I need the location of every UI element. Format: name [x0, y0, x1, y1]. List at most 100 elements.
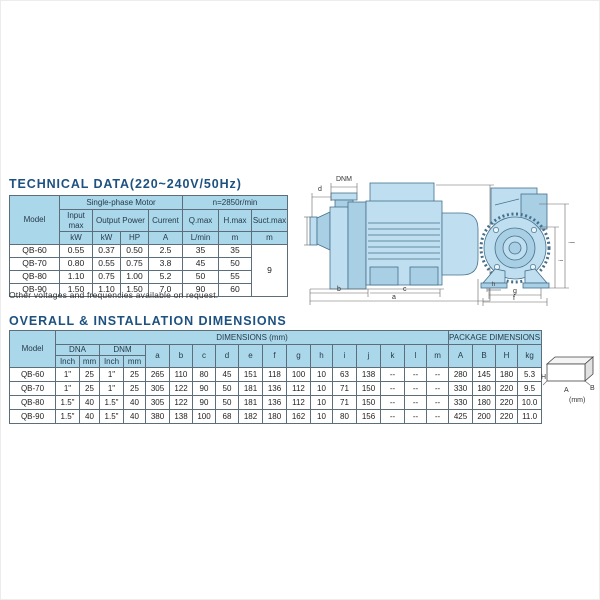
value-cell: 145 [472, 367, 497, 382]
value-cell: 9.5 [517, 381, 543, 396]
value-cell: 50 [215, 395, 239, 410]
col-header-output-power: Output Power [92, 209, 149, 232]
value-cell: 1.5" [99, 409, 124, 424]
value-cell: 136 [262, 381, 287, 396]
value-cell: 63 [332, 367, 357, 382]
hub-center [508, 241, 522, 255]
value-cell: -- [380, 367, 405, 382]
table-row: QB-90 1.5" 40 1.5" 40 380 138 100 68 182… [9, 409, 543, 424]
unit-a: A [148, 231, 183, 245]
table-row: QB-80 1.5" 40 1.5" 40 305 122 90 50 181 … [9, 395, 543, 410]
col-header-dnm: DNM [99, 344, 146, 356]
dim-dna [304, 216, 310, 246]
value-cell: 5.3 [517, 367, 543, 382]
value-cell: -- [425, 409, 450, 424]
pkg-h-label: H [541, 374, 546, 381]
value-cell: -- [404, 367, 427, 382]
value-cell: -- [425, 395, 450, 410]
bolt-holes [493, 227, 537, 270]
value-cell: 1.10 [59, 270, 93, 284]
group-header-speed: n=2850r/min [182, 195, 288, 210]
group-header-motor: Single-phase Motor [59, 195, 183, 210]
value-cell: 330 [448, 395, 474, 410]
value-cell: 280 [448, 367, 474, 382]
dim-g-label: g [513, 288, 517, 295]
value-cell: 1.10 [92, 283, 121, 297]
value-cell: 10 [310, 395, 333, 410]
value-cell: 55 [218, 270, 252, 284]
pkg-unit-label: (mm) [569, 397, 585, 404]
value-cell: 0.50 [120, 244, 149, 258]
value-cell: 25 [123, 381, 146, 396]
value-cell: 380 [145, 409, 170, 424]
dim-f [482, 298, 548, 306]
block-detail-line [494, 198, 520, 206]
table-row: QB-60 1" 25 1" 25 265 110 80 45 151 118 … [9, 367, 543, 382]
value-cell: 68 [215, 409, 239, 424]
dim-g [488, 288, 542, 299]
col-header-f: f [262, 344, 287, 368]
suction-max-merged-cell: 9 [251, 244, 288, 297]
dim-d-label: d [318, 186, 322, 193]
casing-ring [347, 201, 367, 290]
dim-f-label: f [513, 295, 515, 302]
value-cell: 50 [182, 270, 219, 284]
col-header-g: g [286, 344, 311, 368]
value-cell: 182 [238, 409, 263, 424]
pkg-a-label: A [564, 387, 569, 394]
value-cell: 138 [169, 409, 193, 424]
table-row: QB-70 1" 25 1" 25 305 122 90 50 181 136 … [9, 381, 543, 396]
model-cell: QB-60 [9, 367, 56, 382]
suction-flange [309, 216, 318, 246]
discharge-flange [330, 192, 358, 201]
dim-c-label: c [403, 286, 407, 293]
value-cell: 10 [310, 367, 333, 382]
value-cell: -- [404, 381, 427, 396]
value-cell: 25 [79, 381, 100, 396]
dim-a [309, 279, 490, 305]
table-row: QB-70 0.80 0.55 0.75 3.8 45 50 [9, 257, 288, 271]
dim-c [370, 289, 441, 297]
col-header-model: Model [9, 195, 60, 245]
value-cell: 5.2 [148, 270, 183, 284]
value-cell: 1" [55, 367, 80, 382]
value-cell: 90 [192, 395, 216, 410]
value-cell: 151 [238, 367, 263, 382]
value-cell: 1.50 [59, 283, 93, 297]
motor-foot-block [409, 266, 439, 286]
left-foot [482, 268, 506, 284]
value-cell: -- [425, 381, 450, 396]
value-cell: 0.55 [92, 257, 121, 271]
value-cell: 90 [182, 283, 219, 297]
value-cell: 50 [215, 381, 239, 396]
value-cell: 50 [218, 257, 252, 271]
col-header-i: i [332, 344, 357, 368]
value-cell: 181 [238, 381, 263, 396]
value-cell: 180 [472, 395, 497, 410]
dimensions-table: Model DIMENSIONS (mm) PACKAGE DIMENSIONS… [9, 330, 543, 424]
technical-data-title: TECHNICAL DATA(220~240V/50Hz) [9, 177, 242, 191]
value-cell: 80 [332, 409, 357, 424]
value-cell: 150 [356, 381, 381, 396]
col-header-model: Model [9, 330, 56, 368]
pump-front-view-drawing: h g f i j [479, 183, 599, 307]
value-cell: 40 [123, 409, 146, 424]
model-cell: QB-80 [9, 270, 60, 284]
value-cell: 122 [169, 381, 193, 396]
value-cell: 220 [495, 395, 519, 410]
value-cell: 35 [182, 244, 219, 258]
value-cell: 1.5" [55, 395, 80, 410]
value-cell: 425 [448, 409, 474, 424]
unit-lmin: L/min [182, 231, 219, 245]
casing-teeth-ring [479, 212, 551, 284]
dimensions-title: OVERALL & INSTALLATION DIMENSIONS [9, 314, 287, 328]
terminal-box [369, 182, 435, 204]
value-cell: 110 [169, 367, 193, 382]
unit-inch: Inch [55, 355, 80, 368]
col-header-j: j [356, 344, 381, 368]
unit-mm: mm [123, 355, 146, 368]
box-front-face [546, 363, 586, 382]
col-header-pkg-kg: kg [517, 344, 543, 368]
value-cell: -- [380, 381, 405, 396]
col-header-b: b [169, 344, 193, 368]
